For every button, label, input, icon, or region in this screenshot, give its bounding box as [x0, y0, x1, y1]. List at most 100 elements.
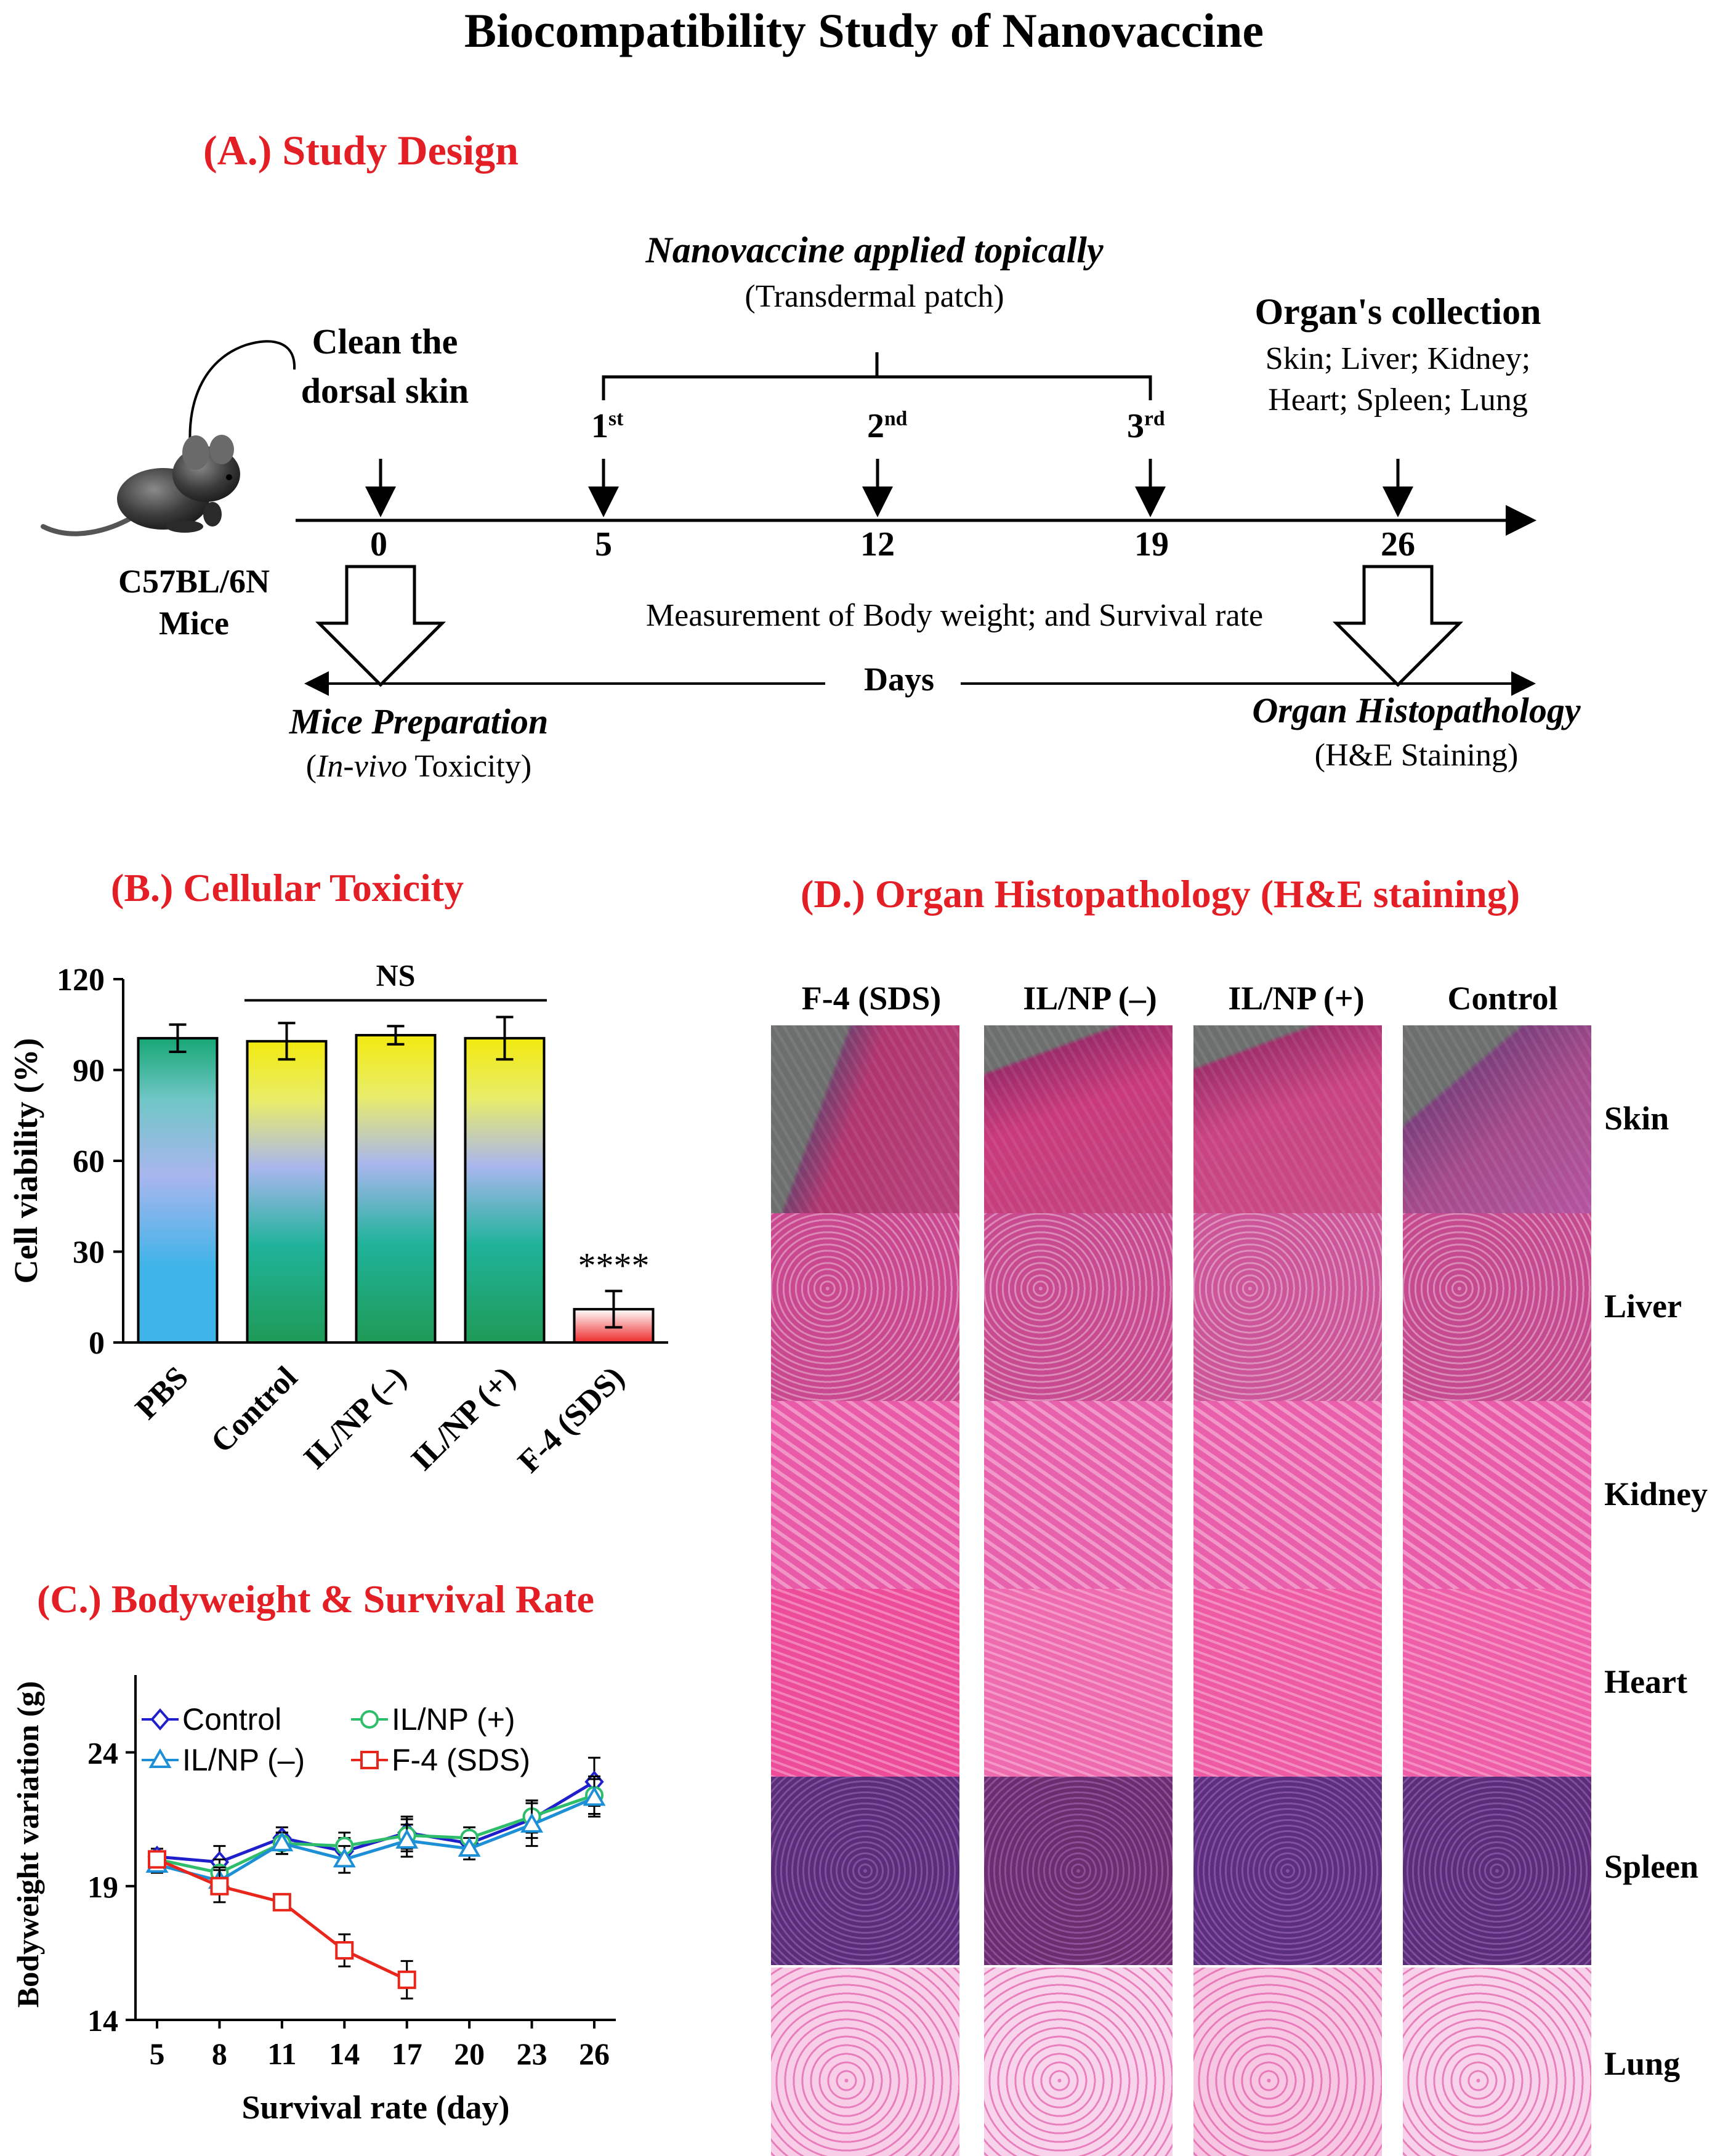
- bar: [355, 1033, 437, 1344]
- bar-category-label: PBS: [129, 1360, 195, 1426]
- line-x-tick-label: 23: [517, 2037, 547, 2071]
- row-label-heart: Heart: [1604, 1663, 1687, 1700]
- hollow-arrow-left: [315, 565, 446, 687]
- series-point: [395, 1828, 419, 1849]
- organs-collection-block: Organ's collection Skin; Liver; Kidney; …: [1201, 291, 1595, 418]
- line-y-tick-label: 19: [87, 1870, 118, 1904]
- study-design-diagram: [41, 340, 1536, 696]
- bar-category-label: Control: [204, 1360, 304, 1460]
- histology-image-lung: [1403, 1968, 1591, 2156]
- series-point: [397, 1970, 416, 1989]
- nanovaccine-applied-label: Nanovaccine applied topically: [645, 230, 1104, 270]
- row-label-lung: Lung: [1604, 2045, 1681, 2082]
- line-x-tick-label: 8: [212, 2037, 227, 2071]
- he-staining-subtitle: (H&E Staining): [1314, 738, 1519, 773]
- organ-histopathology-block: Organ Histopathology (H&E Staining): [1182, 690, 1650, 773]
- series-point: [148, 1850, 166, 1869]
- histology-image-kidney: [984, 1401, 1173, 1589]
- histology-image-heart: [984, 1589, 1173, 1777]
- mice-strain-label: C57BL/6N Mice: [92, 560, 296, 644]
- organs-collection-title: Organ's collection: [1254, 291, 1541, 332]
- series-line: [156, 1858, 408, 1982]
- legend-label: IL/NP (+): [392, 1702, 515, 1737]
- histology-image-skin: [1403, 1025, 1591, 1214]
- histology-image-lung: [1193, 1968, 1382, 2156]
- series-point: [583, 1786, 606, 1806]
- line-x-tick-label: 20: [454, 2037, 485, 2071]
- hollow-arrow-right: [1332, 565, 1464, 687]
- transdermal-patch-label: (Transdermal patch): [745, 279, 1004, 314]
- series-point: [335, 1941, 354, 1960]
- legend-label: IL/NP (–): [182, 1743, 305, 1777]
- row-label-kidney: Kidney: [1604, 1476, 1708, 1512]
- histology-image-spleen: [1403, 1777, 1591, 1965]
- significance-annotation: ****: [578, 1245, 650, 1285]
- organ-histopathology-title: Organ Histopathology: [1252, 690, 1581, 730]
- histology-image-lung: [771, 1968, 959, 2156]
- bar-y-tick-label: 120: [57, 963, 105, 998]
- histology-image-liver: [1193, 1213, 1382, 1402]
- figure-title: Biocompatibility Study of Nanovaccine: [464, 4, 1264, 57]
- section-b-heading: (B.) Cellular Toxicity: [111, 866, 464, 910]
- day-label-19: 19: [1134, 525, 1169, 563]
- day-label-5: 5: [595, 525, 612, 563]
- row-label-spleen: Spleen: [1604, 1848, 1699, 1885]
- bar-y-tick-label: 0: [89, 1326, 105, 1361]
- legend-label: F-4 (SDS): [392, 1743, 530, 1777]
- series-point: [210, 1876, 229, 1896]
- histology-image-skin: [771, 1025, 959, 1214]
- bar-y-axis-label: Cell viability (%): [7, 1038, 44, 1284]
- bar-category-label: IL/NP (–): [297, 1360, 413, 1476]
- histology-image-heart: [1403, 1589, 1591, 1777]
- column-label-ilnp-plus: IL/NP (+): [1228, 980, 1365, 1017]
- line-y-axis-label: Bodyweight variation (g): [10, 1681, 45, 2008]
- bar-category-label: IL/NP (+): [405, 1360, 522, 1477]
- series-point: [333, 1847, 356, 1868]
- dose-bracket: [602, 352, 1152, 400]
- bar-category-label: F-4 (SDS): [511, 1360, 631, 1480]
- series-point: [270, 1831, 294, 1852]
- section-a-heading: (A.) Study Design: [203, 127, 519, 174]
- bar-y-tick-label: 90: [73, 1054, 105, 1089]
- histology-image-kidney: [771, 1401, 959, 1589]
- line-x-tick-label: 26: [579, 2037, 610, 2071]
- mouse-illustration: [41, 340, 296, 536]
- series-line: [156, 1793, 595, 1875]
- bodyweight-line-chart: 14 19 24 5 8 11 14 17 20 23 26 Survival rate (day) B…: [10, 1675, 616, 2126]
- line-x-tick-label: 14: [329, 2037, 360, 2071]
- line-x-tick-label: 5: [150, 2037, 165, 2071]
- line-y-tick-label: 24: [87, 1736, 118, 1770]
- legend-marker: [360, 1751, 379, 1769]
- section-c-heading: (C.) Bodyweight & Survival Rate: [37, 1577, 594, 1621]
- line-x-tick-label: 11: [267, 2037, 296, 2071]
- histology-image-kidney: [1193, 1401, 1382, 1589]
- column-label-f4-sds: F-4 (SDS): [801, 980, 942, 1017]
- series-point: [272, 1892, 291, 1912]
- bar-y-tick-label: 60: [73, 1144, 105, 1179]
- legend-label: Control: [182, 1702, 281, 1737]
- day-label-12: 12: [860, 525, 895, 563]
- histology-image-liver: [984, 1213, 1173, 1402]
- mice-line-2: Mice: [159, 605, 229, 642]
- histology-image-heart: [1193, 1589, 1382, 1777]
- mice-line-1: C57BL/6N: [118, 563, 270, 600]
- mice-preparation-title: Mice Preparation: [289, 701, 549, 741]
- day-label-0: 0: [370, 525, 387, 563]
- series-point: [458, 1836, 481, 1857]
- legend-marker: [148, 1748, 172, 1768]
- clean-line-2: dorsal skin: [301, 371, 469, 411]
- histology-image-skin: [1193, 1025, 1382, 1214]
- histology-image-skin: [984, 1025, 1173, 1214]
- day-label-26: 26: [1381, 525, 1415, 563]
- dose-label-3: 3rd: [1127, 407, 1165, 445]
- dose-arrows: [365, 459, 1413, 517]
- legend-marker: [360, 1710, 379, 1729]
- histology-image-heart: [771, 1589, 959, 1777]
- column-label-control: Control: [1447, 980, 1558, 1017]
- row-label-liver: Liver: [1604, 1288, 1682, 1325]
- days-axis-label: Days: [831, 660, 967, 698]
- mice-preparation-subtitle: (In-vivo Toxicity): [305, 749, 532, 784]
- row-label-skin: Skin: [1604, 1100, 1669, 1137]
- histology-image-liver: [771, 1213, 959, 1402]
